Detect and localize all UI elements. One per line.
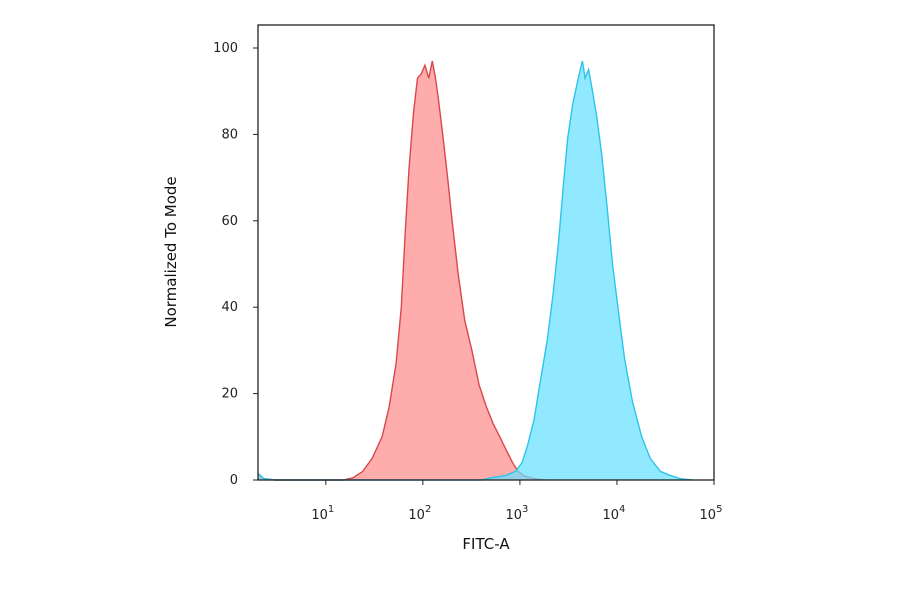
y-tick-label: 40 <box>221 300 238 315</box>
series-2-line <box>257 60 693 481</box>
series-2-area <box>258 61 693 480</box>
y-tick-label: 20 <box>221 387 238 402</box>
plot-frame <box>257 24 715 481</box>
x-tick-label: 101 <box>311 504 334 523</box>
x-tick-label: 104 <box>602 504 625 523</box>
y-axis-ticks: 0 20 40 60 80 100 <box>213 41 258 488</box>
y-tick-label: 80 <box>221 127 238 142</box>
series-1-line <box>257 60 545 481</box>
x-tick-label: 105 <box>700 504 723 523</box>
series-layer <box>257 60 693 481</box>
x-tick-label: 103 <box>505 504 528 523</box>
y-tick-label: 60 <box>221 214 238 229</box>
series-1-area <box>258 61 545 480</box>
x-axis-title: FITC-A <box>462 535 510 553</box>
y-axis-title: Normalized To Mode <box>162 176 180 327</box>
y-tick-label: 100 <box>213 41 238 56</box>
x-tick-label: 102 <box>408 504 431 523</box>
x-axis-ticks: 101 102 103 104 105 <box>311 480 722 523</box>
y-tick-label: 0 <box>230 473 238 488</box>
